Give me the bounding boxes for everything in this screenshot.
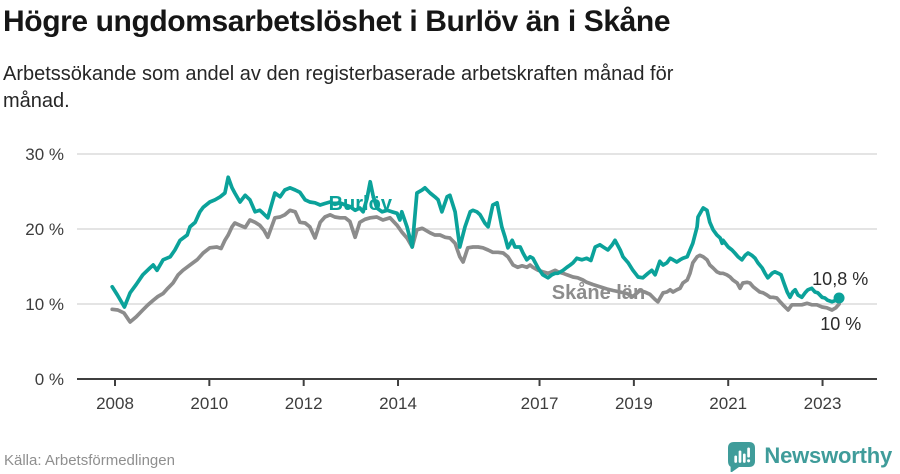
newsworthy-wordmark: Newsworthy: [764, 443, 892, 468]
series-label-skane-lan: Skåne län: [552, 281, 645, 304]
y-tick-label-30: 30 %: [25, 145, 64, 164]
newsworthy-logo[interactable]: Newsworthy: [726, 440, 892, 472]
x-tick-label-2010: 2010: [190, 394, 228, 413]
series-line-skane-lan: [110, 208, 841, 324]
x-tick-label-2014: 2014: [379, 394, 417, 413]
x-tick-label-2019: 2019: [615, 394, 653, 413]
y-tick-label-20: 20 %: [25, 220, 64, 239]
x-tick-label-2017: 2017: [521, 394, 559, 413]
y-tick-label-10: 10 %: [25, 295, 64, 314]
subtitle-line-2: månad.: [3, 90, 70, 112]
series-line-burlov: [110, 175, 841, 309]
y-tick-label-0: 0 %: [35, 370, 64, 389]
x-tick-label-2012: 2012: [285, 394, 323, 413]
series-label-burlov: Burlöv: [329, 193, 393, 215]
end-value-label-burlov: 10,8 %: [812, 269, 868, 289]
end-dot-burlov: [833, 292, 845, 304]
source-note: Källa: Arbetsförmedlingen: [4, 452, 175, 469]
subtitle-line-1: Arbetssökande som andel av den registerb…: [3, 63, 674, 85]
page-title: Högre ungdomsarbetslöshet i Burlöv än i …: [3, 5, 671, 38]
x-tick-label-2023: 2023: [804, 394, 842, 413]
x-tick-label-2021: 2021: [709, 394, 747, 413]
x-tick-label-2008: 2008: [96, 394, 134, 413]
end-value-label-skane-lan: 10 %: [820, 314, 861, 334]
chart-subtitle: Arbetssökande som andel av den registerb…: [3, 61, 673, 115]
newsworthy-bubble-chart-icon: [728, 442, 756, 472]
